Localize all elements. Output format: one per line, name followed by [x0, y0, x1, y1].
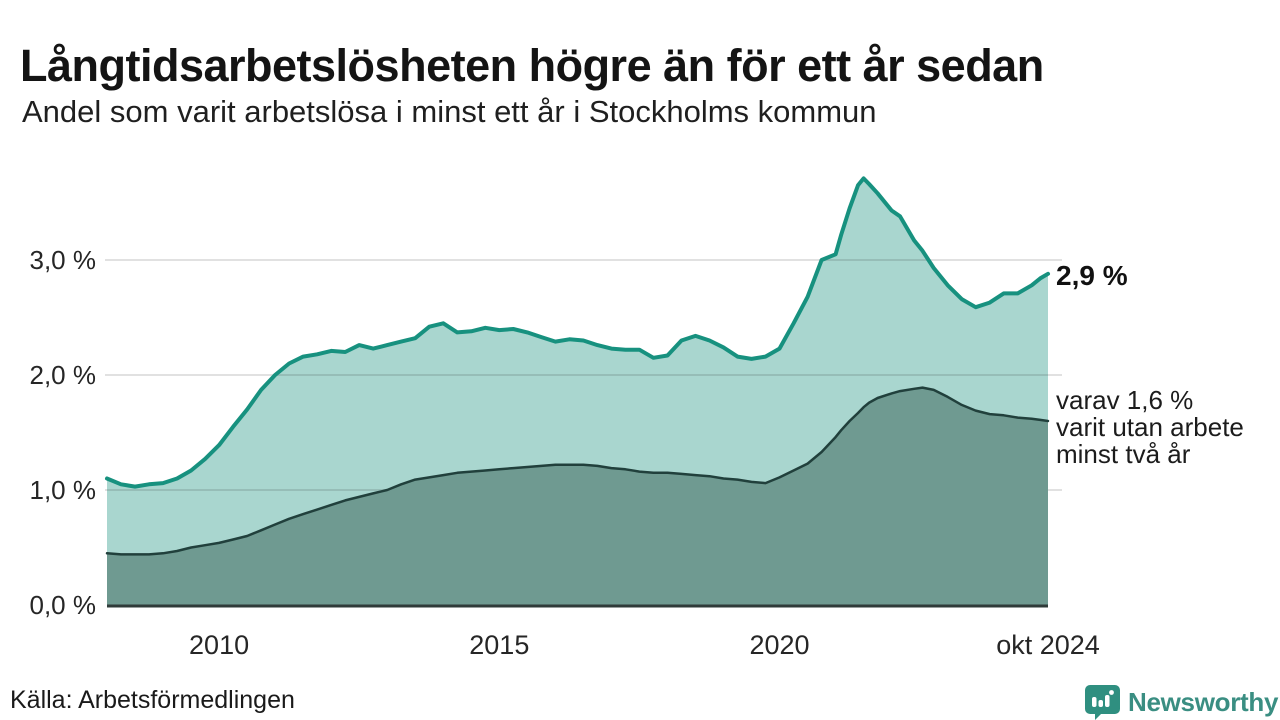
- annotation-line: varit utan arbete: [1056, 412, 1244, 442]
- y-tick-label: 2,0 %: [29, 360, 97, 390]
- latest-value-annotation: 2,9 %: [1056, 260, 1128, 291]
- x-tick-label: 2020: [749, 630, 810, 660]
- page-title: Långtidsarbetslösheten högre än för ett …: [20, 40, 1044, 92]
- x-tick-label: 2010: [189, 630, 250, 660]
- annotation-line: varav 1,6 %: [1056, 385, 1194, 415]
- y-tick-label: 0,0 %: [29, 590, 97, 620]
- x-tick-label: okt 2024: [996, 630, 1100, 660]
- chart-subtitle: Andel som varit arbetslösa i minst ett å…: [22, 94, 877, 129]
- brand-wordmark: Newsworthy: [1128, 686, 1279, 717]
- y-tick-label: 1,0 %: [29, 475, 97, 505]
- two-year-share-annotation: varav 1,6 % varit utan arbete minst två …: [1056, 387, 1244, 468]
- newsworthy-speech-bubble-bar-chart-icon: [1085, 685, 1120, 720]
- source-attribution: Källa: Arbetsförmedlingen: [10, 686, 295, 714]
- brand-logo: Newsworthy: [1084, 684, 1278, 720]
- area-two-years: [107, 387, 1048, 605]
- annotation-line: minst två år: [1056, 439, 1191, 469]
- y-tick-label: 3,0 %: [29, 245, 97, 275]
- line-total-one-year: [105, 176, 1050, 489]
- line-two-years: [105, 386, 1050, 556]
- x-tick-label: 2015: [469, 630, 530, 660]
